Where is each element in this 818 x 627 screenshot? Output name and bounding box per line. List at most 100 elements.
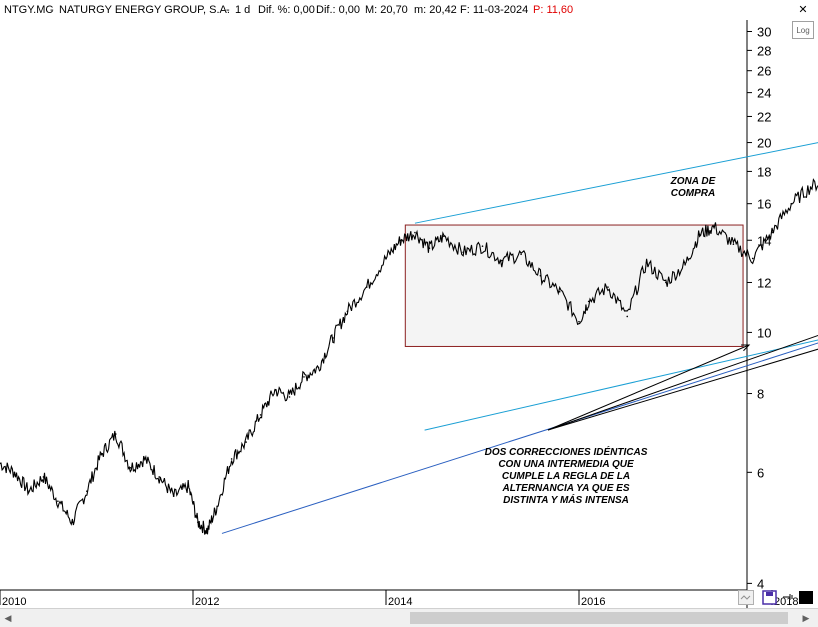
price-point (115, 433, 117, 435)
price-point (332, 337, 334, 339)
horizontal-scrollbar[interactable]: ◀ ▶ (0, 608, 818, 627)
price-point (790, 202, 793, 205)
y-tick-label-6: 6 (757, 465, 764, 480)
price-point (274, 389, 276, 391)
note-line-5: DISTINTA Y MÁS INTENSA (503, 493, 629, 506)
correction-boxes (404, 224, 744, 347)
y-tick-label-26: 26 (757, 64, 771, 79)
price-point (809, 186, 812, 188)
header-dif-pct: Dif. %: 0,00 (258, 4, 315, 16)
header-name: NATURGY ENERGY GROUP, S.A. (59, 4, 230, 16)
price-point (684, 263, 686, 266)
wave-icon[interactable] (738, 590, 754, 605)
y-tick-label-18: 18 (757, 164, 771, 179)
trendlines (221, 142, 818, 534)
y-tick-label-22: 22 (757, 109, 771, 124)
y-axis-background (747, 20, 818, 608)
y-tick-label-24: 24 (757, 86, 771, 101)
x-tick-label-2012: 2012 (195, 596, 219, 608)
price-point (28, 490, 30, 493)
price-point (158, 476, 161, 478)
y-tick-label-4: 4 (757, 576, 764, 591)
note-arrow-first-correction-head (741, 344, 751, 352)
price-point (626, 315, 629, 318)
price-point (462, 251, 465, 254)
price-point (42, 476, 45, 478)
color-swatch-icon[interactable] (798, 590, 814, 605)
zona-line-1: ZONA DE (670, 176, 716, 187)
note-line-1: DOS CORRECCIONES IDÉNTICAS (485, 445, 648, 458)
y-tick-label-28: 28 (757, 43, 771, 58)
log-scale-button[interactable]: Log (792, 21, 814, 39)
close-icon[interactable]: ✕ (798, 3, 808, 16)
price-point (346, 310, 349, 313)
price-point (0, 462, 1, 465)
zona-line-2: COMPRA (671, 188, 715, 199)
header-min: m: 20,42 (414, 4, 457, 16)
header-date: F: 11-03-2024 (460, 4, 528, 16)
correction-box-2014-2017 (404, 224, 744, 347)
note-line-4: ALTERNANCIA YA QUE ES (501, 483, 629, 494)
price-point (558, 290, 561, 293)
y-tick-label-20: 20 (757, 136, 771, 151)
price-point (57, 500, 59, 502)
x-axis-ticks: 20102012201420162018202020222024 (0, 590, 798, 608)
price-point (698, 233, 701, 236)
y-tick-label-8: 8 (757, 387, 764, 402)
chart-header: NTGY.MC - NATURGY ENERGY GROUP, S.A. - 1… (4, 4, 573, 16)
lower-trendline-dark (221, 342, 818, 534)
pin-icon[interactable] (780, 590, 796, 605)
x-tick-label-2016: 2016 (581, 596, 605, 608)
price-point (129, 466, 132, 469)
scroll-right-icon[interactable]: ▶ (802, 613, 810, 623)
price-point (230, 458, 233, 460)
price-point (13, 471, 16, 474)
note-arrow-first-correction (547, 344, 750, 431)
price-series (0, 178, 818, 535)
price-point (587, 300, 590, 303)
note-line-3: CUMPLE LA REGLA DE LA (502, 471, 630, 482)
price-point (206, 529, 209, 532)
price-point (86, 490, 88, 493)
price-point (245, 441, 247, 443)
price-point (751, 257, 754, 260)
svg-text:-: - (226, 4, 230, 16)
header-ticker: NTGY.MC (4, 4, 53, 16)
save-icon[interactable] (762, 590, 778, 605)
header-max: M: 20,70 (365, 4, 408, 16)
price-point (216, 505, 218, 508)
price-point (481, 245, 484, 247)
price-point (365, 286, 368, 288)
y-tick-label-10: 10 (757, 325, 771, 340)
annotation-marks: 2020 (547, 334, 818, 431)
price-point (645, 261, 648, 264)
price-point (428, 247, 431, 249)
price-point (303, 376, 305, 378)
scroll-left-icon[interactable]: ◀ (4, 613, 12, 623)
note-arrow-covid-correction (547, 348, 818, 431)
note-arrow-current-correction (547, 334, 818, 431)
price-point (143, 458, 146, 460)
price-point (414, 231, 416, 234)
price-point (732, 243, 735, 245)
price-point (443, 235, 445, 238)
price-point (771, 231, 773, 234)
price-point (607, 286, 609, 288)
price-point (172, 495, 175, 497)
price-point (713, 226, 715, 228)
y-tick-label-12: 12 (757, 275, 771, 290)
price-point (385, 257, 387, 260)
price-point (539, 274, 542, 277)
price-point (501, 259, 503, 262)
price-point (197, 521, 199, 524)
scroll-thumb[interactable] (410, 612, 788, 624)
price-point (100, 453, 103, 456)
price-point (259, 414, 262, 416)
price-point (71, 521, 74, 524)
price-point (317, 366, 320, 369)
header-period: 1 d (235, 4, 250, 16)
price-point (665, 281, 667, 284)
price-point (399, 239, 402, 242)
